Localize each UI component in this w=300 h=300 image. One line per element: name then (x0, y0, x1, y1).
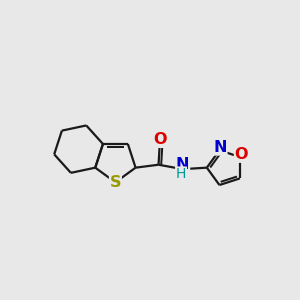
Text: N: N (176, 157, 189, 172)
Text: N: N (213, 140, 227, 155)
Text: O: O (235, 147, 248, 162)
Text: S: S (110, 175, 121, 190)
Text: O: O (153, 132, 167, 147)
Text: H: H (176, 167, 186, 181)
